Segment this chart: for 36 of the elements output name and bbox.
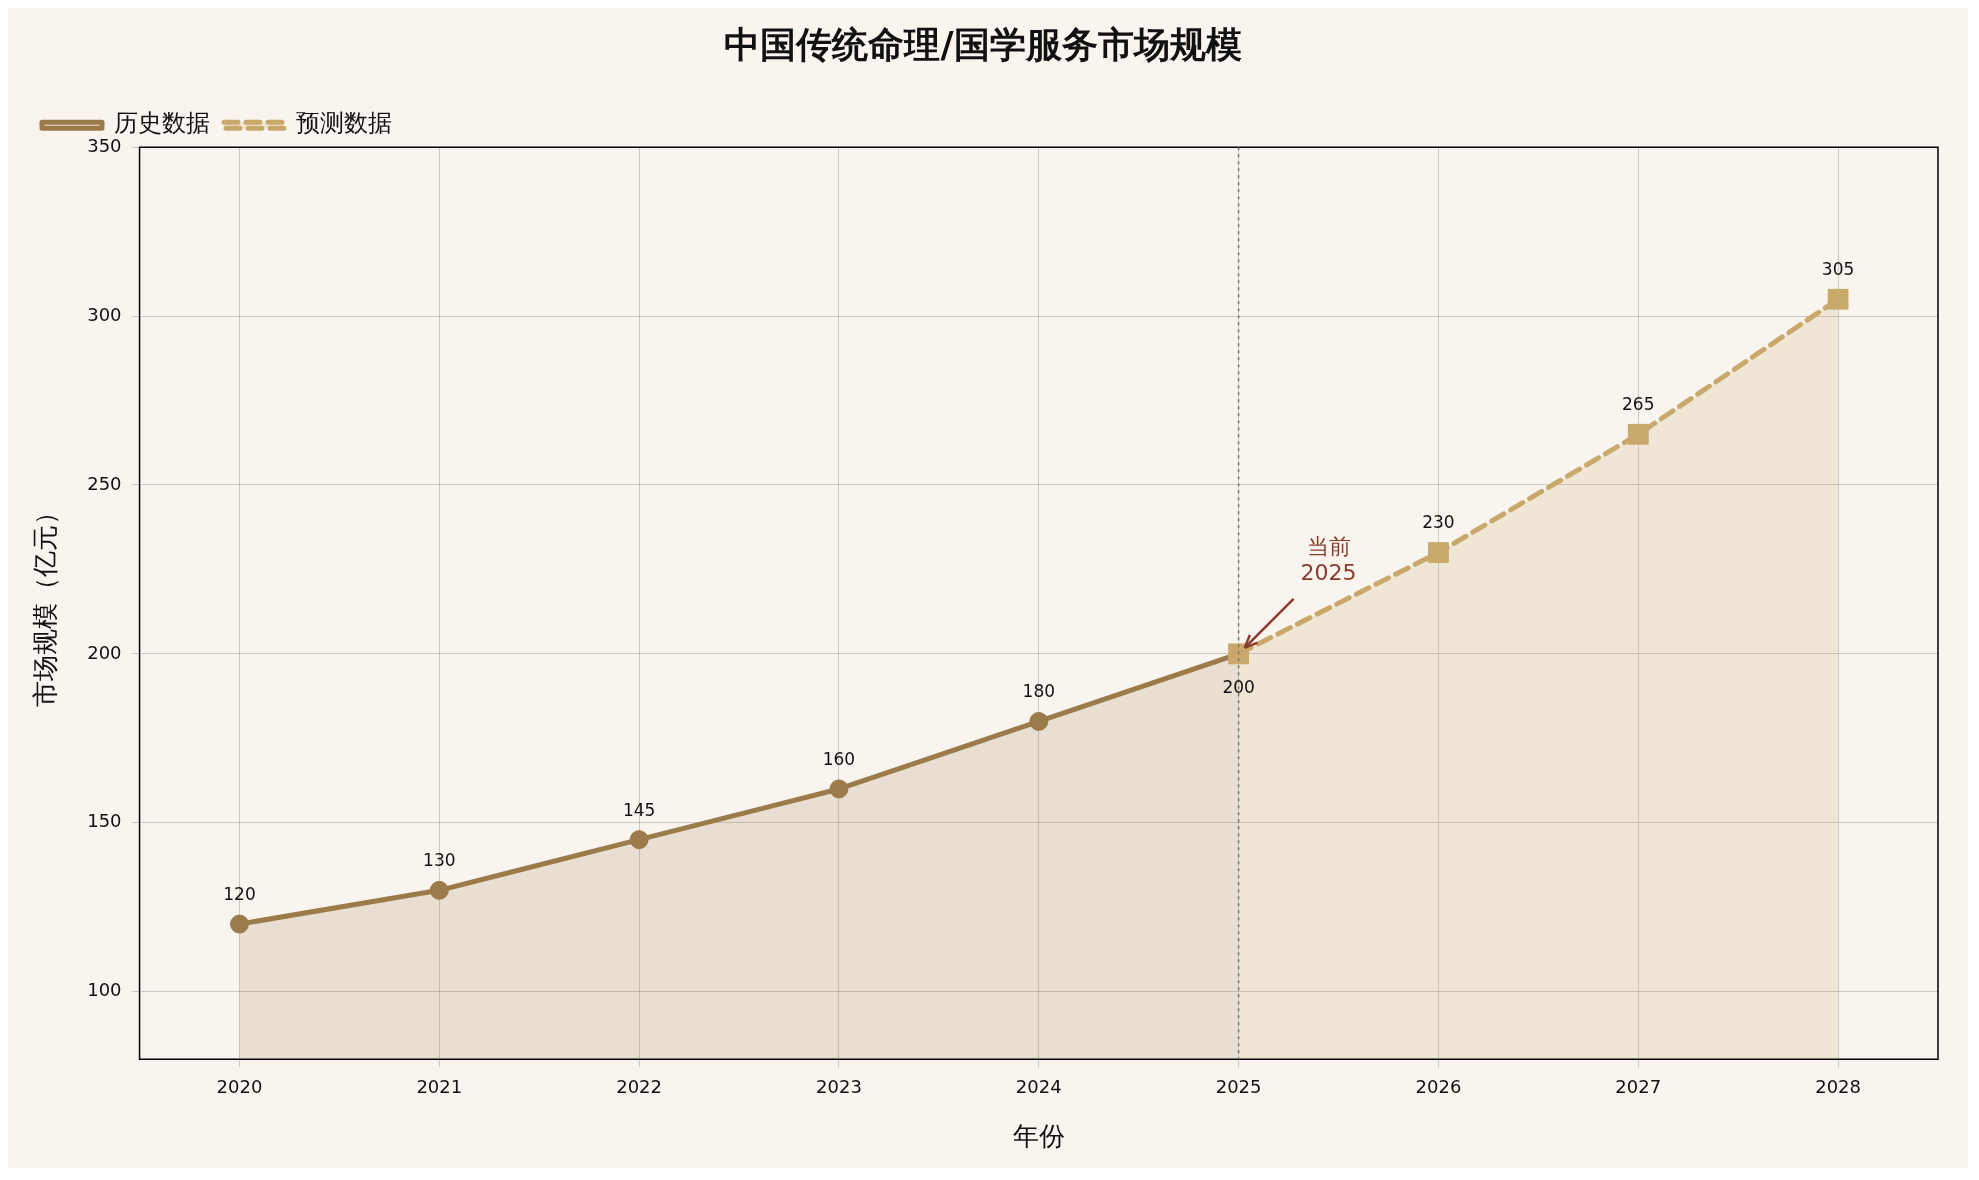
y-tick-label: 200 [87,641,122,663]
legend-label: 预测数据 [296,109,392,138]
point [429,880,449,900]
data-label: 200 [1222,676,1255,697]
data-label: 265 [1622,394,1655,415]
y-tick-label: 100 [87,979,122,1001]
annotation: 当前 2025 [1300,533,1357,585]
x-tick-label: 2024 [1015,1075,1062,1097]
point [829,779,849,799]
x-tick-label: 2021 [416,1075,463,1097]
point [1029,711,1049,731]
point [229,914,249,934]
data-label: 120 [223,884,256,905]
data-label: 160 [822,748,856,769]
x-axis-title: 年份 [1012,1121,1065,1152]
x-tick-label: 2028 [1815,1075,1861,1097]
point [1627,423,1649,445]
y-tick-label: 300 [87,303,122,325]
x-tick-label: 2023 [816,1075,862,1097]
point [1827,288,1849,310]
x-tick-label: 2026 [1415,1075,1462,1097]
x-tick-label: 2022 [616,1075,663,1097]
chart-title: 中国传统命理/国学服务市场规模 [724,23,1242,65]
x-tick-label: 2025 [1215,1075,1262,1097]
point [1428,542,1449,563]
x-tick-label: 2020 [216,1075,263,1097]
point [629,830,649,850]
data-label: 130 [423,850,456,871]
data-label: 145 [622,799,656,820]
y-axis-title: 市场规模（亿元） [30,499,61,708]
data-label: 230 [1422,512,1455,533]
data-label: 180 [1022,681,1055,702]
x-tick-label: 2027 [1615,1075,1662,1097]
y-tick-label: 150 [87,810,122,832]
data-label: 305 [1821,259,1855,280]
y-tick-label: 250 [87,472,122,494]
